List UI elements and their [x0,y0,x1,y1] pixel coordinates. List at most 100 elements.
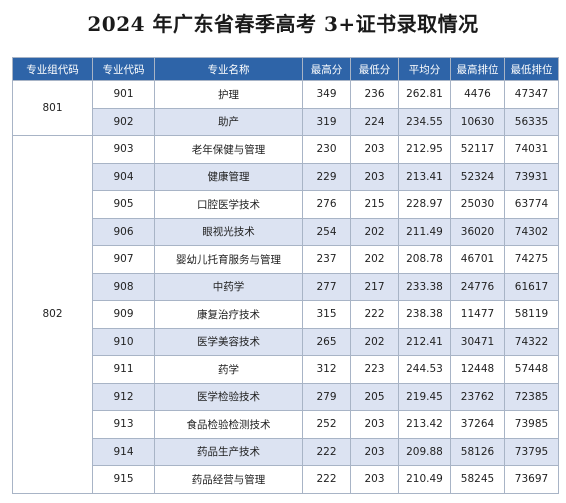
table-row: 908 中药学 277 217 233.38 24776 61617 [13,272,559,301]
avg-score-cell: 212.41 [398,327,451,356]
max-score-cell: 252 [302,410,351,439]
major-name-cell: 眼视光技术 [154,217,303,246]
min-score-cell: 215 [350,190,399,219]
worst-rank-cell: 74031 [504,135,559,164]
table-row: 909 康复治疗技术 315 222 238.38 11477 58119 [13,300,559,329]
max-score-cell: 279 [302,382,351,411]
best-rank-cell: 10630 [450,107,505,136]
best-rank-cell: 23762 [450,382,505,411]
min-score-cell: 203 [350,162,399,191]
header-min-score: 最低分 [350,57,399,81]
avg-score-cell: 209.88 [398,437,451,466]
table-row: 802 903 老年保健与管理 230 203 212.95 52117 74031 [12,135,559,494]
worst-rank-cell: 73985 [504,410,559,439]
min-score-cell: 217 [350,272,399,301]
header-best-rank: 最高排位 [450,57,505,81]
major-code-cell: 908 [92,272,155,301]
max-score-cell: 237 [302,245,351,274]
min-score-cell: 222 [350,300,399,329]
major-name-cell: 口腔医学技术 [154,190,303,219]
major-code-cell: 915 [92,465,155,494]
page-title: 2024 年广东省春季高考 3+证书录取情况 [87,12,479,36]
major-name-cell: 老年保健与管理 [154,135,303,164]
header-worst-rank: 最低排位 [504,57,559,81]
min-score-cell: 224 [350,107,399,136]
table-row: 904 健康管理 229 203 213.41 52324 73931 [13,162,559,191]
worst-rank-cell: 73795 [504,437,559,466]
table-row: 913 食品检验检测技术 252 203 213.42 37264 73985 [13,410,559,439]
best-rank-cell: 12448 [450,355,505,384]
min-score-cell: 203 [350,437,399,466]
header-row: 专业组代码 专业代码 专业名称 最高分 最低分 平均分 最高排位 最低排位 [12,57,559,81]
best-rank-cell: 36020 [450,217,505,246]
worst-rank-cell: 72385 [504,382,559,411]
avg-score-cell: 213.42 [398,410,451,439]
major-code-cell: 912 [92,382,155,411]
max-score-cell: 222 [302,437,351,466]
min-score-cell: 223 [350,355,399,384]
worst-rank-cell: 61617 [504,272,559,301]
major-code-cell: 909 [92,300,155,329]
best-rank-cell: 37264 [450,410,505,439]
major-name-cell: 食品检验检测技术 [154,410,303,439]
avg-score-cell: 234.55 [398,107,451,136]
table-body: 801 901 护理 349 236 262.81 4476 47347 902 助产 319 224… [12,80,559,494]
best-rank-cell: 11477 [450,300,505,329]
group-code-cell: 802 [12,135,93,494]
table-row: 907 婴幼儿托育服务与管理 237 202 208.78 46701 74275 [13,245,559,274]
max-score-cell: 230 [302,135,351,164]
max-score-cell: 315 [302,300,351,329]
worst-rank-cell: 74302 [504,217,559,246]
avg-score-cell: 219.45 [398,382,451,411]
major-code-cell: 906 [92,217,155,246]
avg-score-cell: 208.78 [398,245,451,274]
best-rank-cell: 58126 [450,437,505,466]
worst-rank-cell: 74322 [504,327,559,356]
table-header: 专业组代码 专业代码 专业名称 最高分 最低分 平均分 最高排位 最低排位 [12,57,559,81]
max-score-cell: 265 [302,327,351,356]
major-name-cell: 助产 [154,107,303,136]
max-score-cell: 349 [302,80,351,109]
best-rank-cell: 24776 [450,272,505,301]
header-major-code: 专业代码 [92,57,155,81]
major-name-cell: 医学检验技术 [154,382,303,411]
table-row: 914 药品生产技术 222 203 209.88 58126 73795 [13,437,559,466]
major-name-cell: 医学美容技术 [154,327,303,356]
major-code-cell: 914 [92,437,155,466]
avg-score-cell: 262.81 [398,80,451,109]
major-name-cell: 康复治疗技术 [154,300,303,329]
table-row: 910 医学美容技术 265 202 212.41 30471 74322 [13,327,559,356]
major-code-cell: 907 [92,245,155,274]
min-score-cell: 236 [350,80,399,109]
best-rank-cell: 30471 [450,327,505,356]
table-row: 801 901 护理 349 236 262.81 4476 47347 [12,80,559,136]
header-group-code: 专业组代码 [12,57,93,81]
table-row: 905 口腔医学技术 276 215 228.97 25030 63774 [13,190,559,219]
worst-rank-cell: 56335 [504,107,559,136]
major-code-cell: 903 [92,135,155,164]
worst-rank-cell: 47347 [504,80,559,109]
major-code-cell: 902 [92,107,155,136]
min-score-cell: 202 [350,245,399,274]
best-rank-cell: 52117 [450,135,505,164]
avg-score-cell: 210.49 [398,465,451,494]
max-score-cell: 312 [302,355,351,384]
avg-score-cell: 213.41 [398,162,451,191]
avg-score-cell: 233.38 [398,272,451,301]
max-score-cell: 277 [302,272,351,301]
best-rank-cell: 52324 [450,162,505,191]
header-max-score: 最高分 [302,57,351,81]
table-row: 902 助产 319 224 234.55 10630 56335 [13,107,559,136]
worst-rank-cell: 58119 [504,300,559,329]
major-code-cell: 911 [92,355,155,384]
worst-rank-cell: 63774 [504,190,559,219]
min-score-cell: 203 [350,410,399,439]
table-row: 911 药学 312 223 244.53 12448 57448 [13,355,559,384]
major-code-cell: 910 [92,327,155,356]
major-name-cell: 药品生产技术 [154,437,303,466]
table-row: 915 药品经营与管理 222 203 210.49 58245 73697 [13,465,559,494]
worst-rank-cell: 57448 [504,355,559,384]
avg-score-cell: 238.38 [398,300,451,329]
min-score-cell: 202 [350,217,399,246]
major-name-cell: 药品经营与管理 [154,465,303,494]
